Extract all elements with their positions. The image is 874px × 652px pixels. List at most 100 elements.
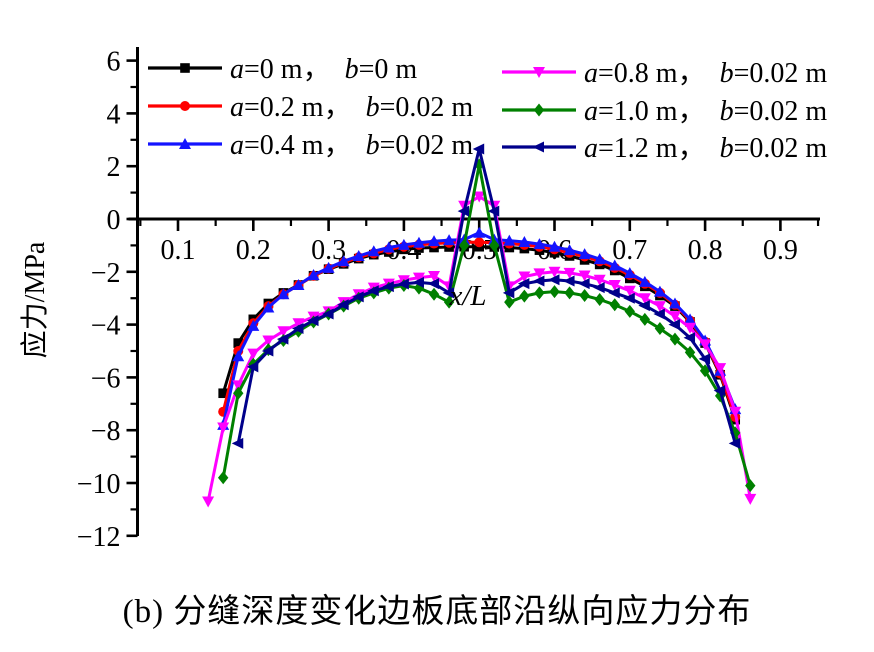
marker-diamond-icon — [217, 471, 229, 485]
marker-triangle-left-icon — [638, 300, 650, 312]
x-tick-label: 0.9 — [763, 235, 798, 266]
marker-diamond-icon — [745, 479, 756, 493]
legend-label: a=0.4 m， b=0.02 m — [230, 130, 473, 161]
x-axis-title: x/L — [448, 280, 486, 312]
marker-diamond-icon — [669, 332, 681, 346]
marker-triangle-down-icon — [292, 318, 305, 330]
marker-square-icon — [233, 338, 244, 348]
marker-triangle-left-icon — [457, 205, 470, 217]
marker-triangle-down-icon — [428, 271, 441, 283]
marker-triangle-left-icon — [698, 353, 711, 365]
marker-diamond-icon — [609, 298, 620, 312]
y-tick-label: 4 — [107, 99, 121, 130]
series-line — [236, 147, 737, 444]
y-ticks: 6 4 2 0 −2 −4 −6 −8 −10 −12 — [77, 47, 138, 553]
legend: a=0 m， b=0 m a=0.2 m， b=0.02 m a=0.4 m， b=… — [148, 54, 827, 164]
marker-triangle-left-icon — [683, 332, 696, 344]
y-tick-label: 2 — [107, 152, 121, 183]
marker-triangle-up-icon — [367, 245, 380, 257]
series-3 — [202, 191, 757, 508]
marker-triangle-down-icon — [277, 326, 290, 338]
marker-triangle-down-icon — [262, 335, 275, 347]
marker-triangle-up-icon — [533, 238, 546, 250]
marker-diamond-icon — [699, 364, 711, 378]
marker-diamond-icon — [519, 289, 530, 303]
chart-canvas: 0.10.20.30.40.50.60.70.80.96420−2−4−6−8−… — [19, 47, 827, 553]
marker-triangle-up-icon — [412, 236, 425, 248]
marker-diamond-icon — [639, 312, 651, 326]
marker-triangle-left-icon — [517, 278, 530, 290]
series-5 — [231, 143, 741, 449]
marker-diamond-icon — [534, 286, 545, 300]
x-tick-label: 0.7 — [612, 235, 647, 266]
marker-triangle-up-icon — [337, 255, 350, 267]
marker-diamond-icon — [594, 293, 605, 307]
marker-triangle-left-icon — [563, 275, 575, 287]
marker-triangle-down-icon — [473, 191, 486, 203]
legend-label: a=0.2 m， b=0.02 m — [230, 92, 473, 123]
y-tick-label: 0 — [107, 205, 121, 236]
marker-diamond-icon — [549, 285, 560, 299]
marker-triangle-left-icon — [352, 291, 364, 303]
marker-diamond-icon — [533, 103, 545, 117]
marker-triangle-up-icon — [623, 267, 636, 279]
marker-triangle-left-icon — [276, 333, 289, 345]
marker-triangle-left-icon — [427, 278, 440, 290]
marker-triangle-down-icon — [533, 268, 546, 280]
marker-triangle-up-icon — [608, 259, 621, 271]
marker-triangle-down-icon — [699, 339, 712, 351]
marker-triangle-down-icon — [578, 270, 591, 282]
marker-triangle-left-icon — [623, 292, 635, 304]
marker-triangle-up-icon — [307, 268, 320, 280]
y-tick-label: 6 — [107, 47, 121, 78]
marker-triangle-left-icon — [653, 308, 665, 320]
marker-triangle-down-icon — [623, 285, 636, 297]
marker-diamond-icon — [443, 295, 455, 309]
marker-triangle-down-icon — [548, 266, 561, 278]
marker-triangle-left-icon — [532, 141, 544, 153]
marker-triangle-down-icon — [563, 267, 576, 279]
marker-triangle-up-icon — [397, 238, 410, 250]
marker-diamond-icon — [428, 287, 440, 301]
y-axis-title: 应力/MPa — [19, 241, 51, 358]
marker-triangle-up-icon — [578, 248, 591, 260]
marker-triangle-left-icon — [608, 287, 620, 299]
marker-triangle-left-icon — [291, 323, 304, 335]
marker-triangle-left-icon — [231, 437, 244, 449]
marker-square-icon — [180, 63, 190, 73]
y-tick-label: −6 — [91, 363, 121, 394]
marker-triangle-left-icon — [728, 437, 741, 449]
legend-label: a=1.0 m， b=0.02 m — [584, 96, 827, 127]
marker-triangle-up-icon — [563, 244, 576, 256]
legend-item: a=1.0 m， b=0.02 m — [502, 96, 827, 127]
x-tick-label: 0.2 — [236, 235, 271, 266]
marker-circle-icon — [180, 101, 190, 111]
marker-triangle-up-icon — [548, 240, 561, 252]
y-tick-label: −2 — [91, 258, 121, 289]
marker-triangle-up-icon — [232, 350, 245, 362]
marker-triangle-down-icon — [684, 322, 697, 334]
legend-label: a=0 m， b=0 m — [230, 54, 417, 85]
marker-diamond-icon — [564, 286, 575, 300]
legend-item: a=0.8 m， b=0.02 m — [502, 58, 827, 89]
marker-triangle-up-icon — [638, 275, 651, 287]
marker-triangle-down-icon — [533, 67, 545, 78]
marker-triangle-down-icon — [714, 363, 727, 375]
marker-square-icon — [218, 388, 228, 399]
marker-triangle-left-icon — [487, 205, 500, 217]
legend-item: a=0.4 m， b=0.02 m — [148, 130, 473, 161]
marker-diamond-icon — [684, 345, 696, 359]
x-tick-label: 0.1 — [161, 235, 196, 266]
marker-triangle-up-icon — [382, 241, 395, 253]
marker-triangle-left-icon — [502, 287, 515, 299]
marker-triangle-up-icon — [262, 301, 275, 313]
marker-triangle-up-icon — [443, 234, 456, 246]
figure-caption: (b) 分缝深度变化边板底部沿纵向应力分布 — [122, 594, 752, 630]
legend-label: a=1.2 m， b=0.02 m — [584, 133, 827, 164]
x-tick-label: 0.8 — [688, 235, 723, 266]
marker-triangle-left-icon — [322, 308, 334, 320]
marker-triangle-down-icon — [202, 496, 215, 508]
marker-triangle-left-icon — [532, 275, 545, 287]
legend-item: a=0.2 m， b=0.02 m — [148, 92, 473, 123]
